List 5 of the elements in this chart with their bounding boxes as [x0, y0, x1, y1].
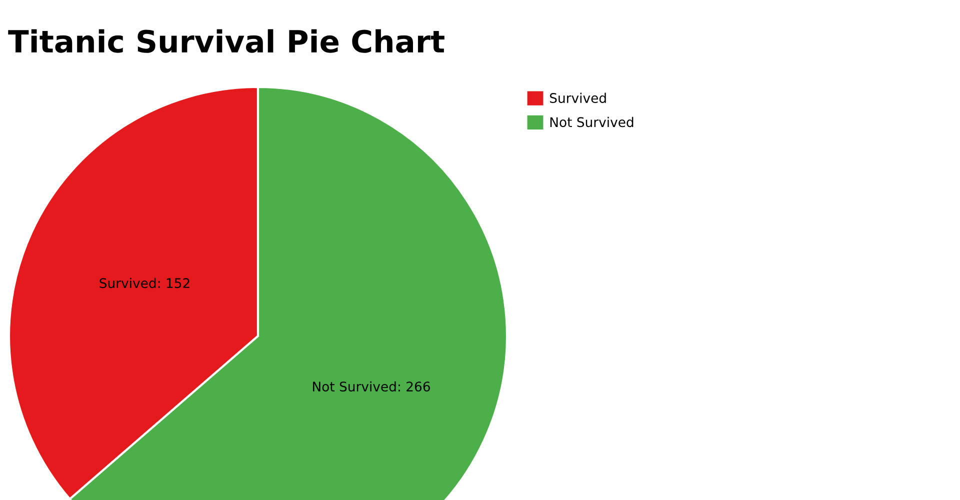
chart-title: Titanic Survival Pie Chart [8, 29, 444, 53]
legend-label: Survived [550, 92, 606, 104]
legend-label: Not Survived [550, 116, 634, 128]
data-label: Survived: 152 [100, 278, 190, 288]
data-label: Not Survived: 266 [313, 381, 430, 392]
